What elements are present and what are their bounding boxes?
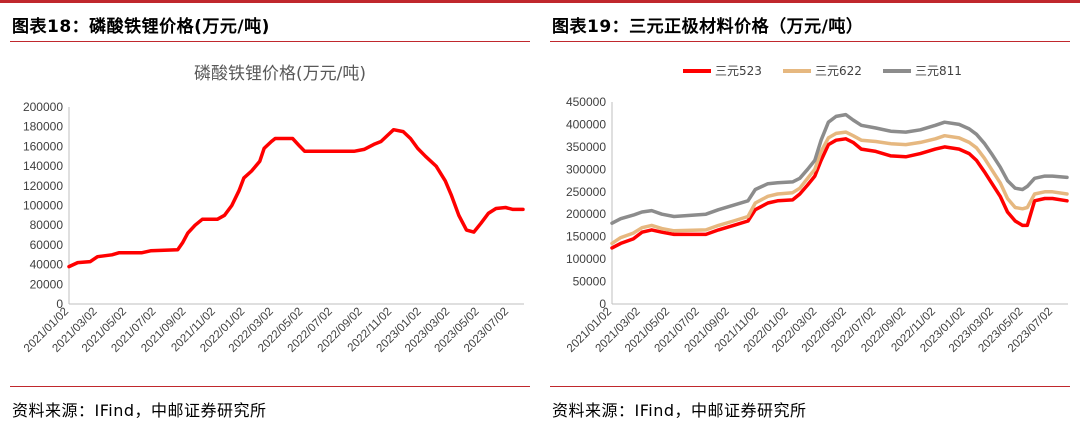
y-tick-label: 50000: [573, 275, 607, 289]
y-tick-label: 400000: [566, 117, 606, 131]
legend-label: 三元622: [815, 64, 862, 78]
right-source-rule: [550, 386, 1070, 387]
right-source-note: 资料来源：IFind，中邮证券研究所: [552, 401, 807, 420]
y-tick-label: 180000: [23, 120, 63, 134]
y-tick-label: 80000: [30, 218, 64, 232]
y-tick-label: 40000: [30, 258, 64, 272]
y-tick-label: 150000: [566, 230, 606, 244]
right-panel-heading: 图表19：三元正极材料价格（万元/吨）: [552, 17, 864, 37]
y-tick-label: 0: [599, 297, 606, 311]
y-tick-label: 200000: [566, 207, 606, 221]
left-panel-heading: 图表18：磷酸铁锂价格(万元/吨): [12, 17, 270, 37]
series-line-1: [67, 127, 525, 269]
y-tick-label: 200000: [23, 100, 63, 114]
y-tick-label: 300000: [566, 162, 606, 176]
left-source-rule: [10, 386, 530, 387]
y-tick-label: 100000: [566, 252, 606, 266]
left-source-note: 资料来源：IFind，中邮证券研究所: [12, 401, 267, 420]
series-line-3: [610, 112, 1069, 225]
y-tick-label: 120000: [23, 179, 63, 193]
top-accent-rule: [0, 0, 1080, 3]
y-tick-label: 60000: [30, 238, 64, 252]
right-heading-rule: [550, 41, 1070, 42]
chart-title: 磷酸铁锂价格(万元/吨): [194, 64, 366, 84]
y-tick-label: 450000: [566, 95, 606, 109]
y-tick-label: 20000: [30, 277, 64, 291]
y-tick-label: 0: [56, 297, 63, 311]
y-tick-label: 350000: [566, 140, 606, 154]
series-line-2: [610, 130, 1069, 246]
series-line-1: [610, 137, 1069, 250]
y-tick-label: 100000: [23, 199, 63, 213]
y-tick-label: 160000: [23, 139, 63, 153]
legend-label: 三元523: [715, 64, 762, 78]
left-heading-rule: [10, 41, 530, 42]
legend-label: 三元811: [915, 64, 962, 78]
y-tick-label: 140000: [23, 159, 63, 173]
y-tick-label: 250000: [566, 185, 606, 199]
